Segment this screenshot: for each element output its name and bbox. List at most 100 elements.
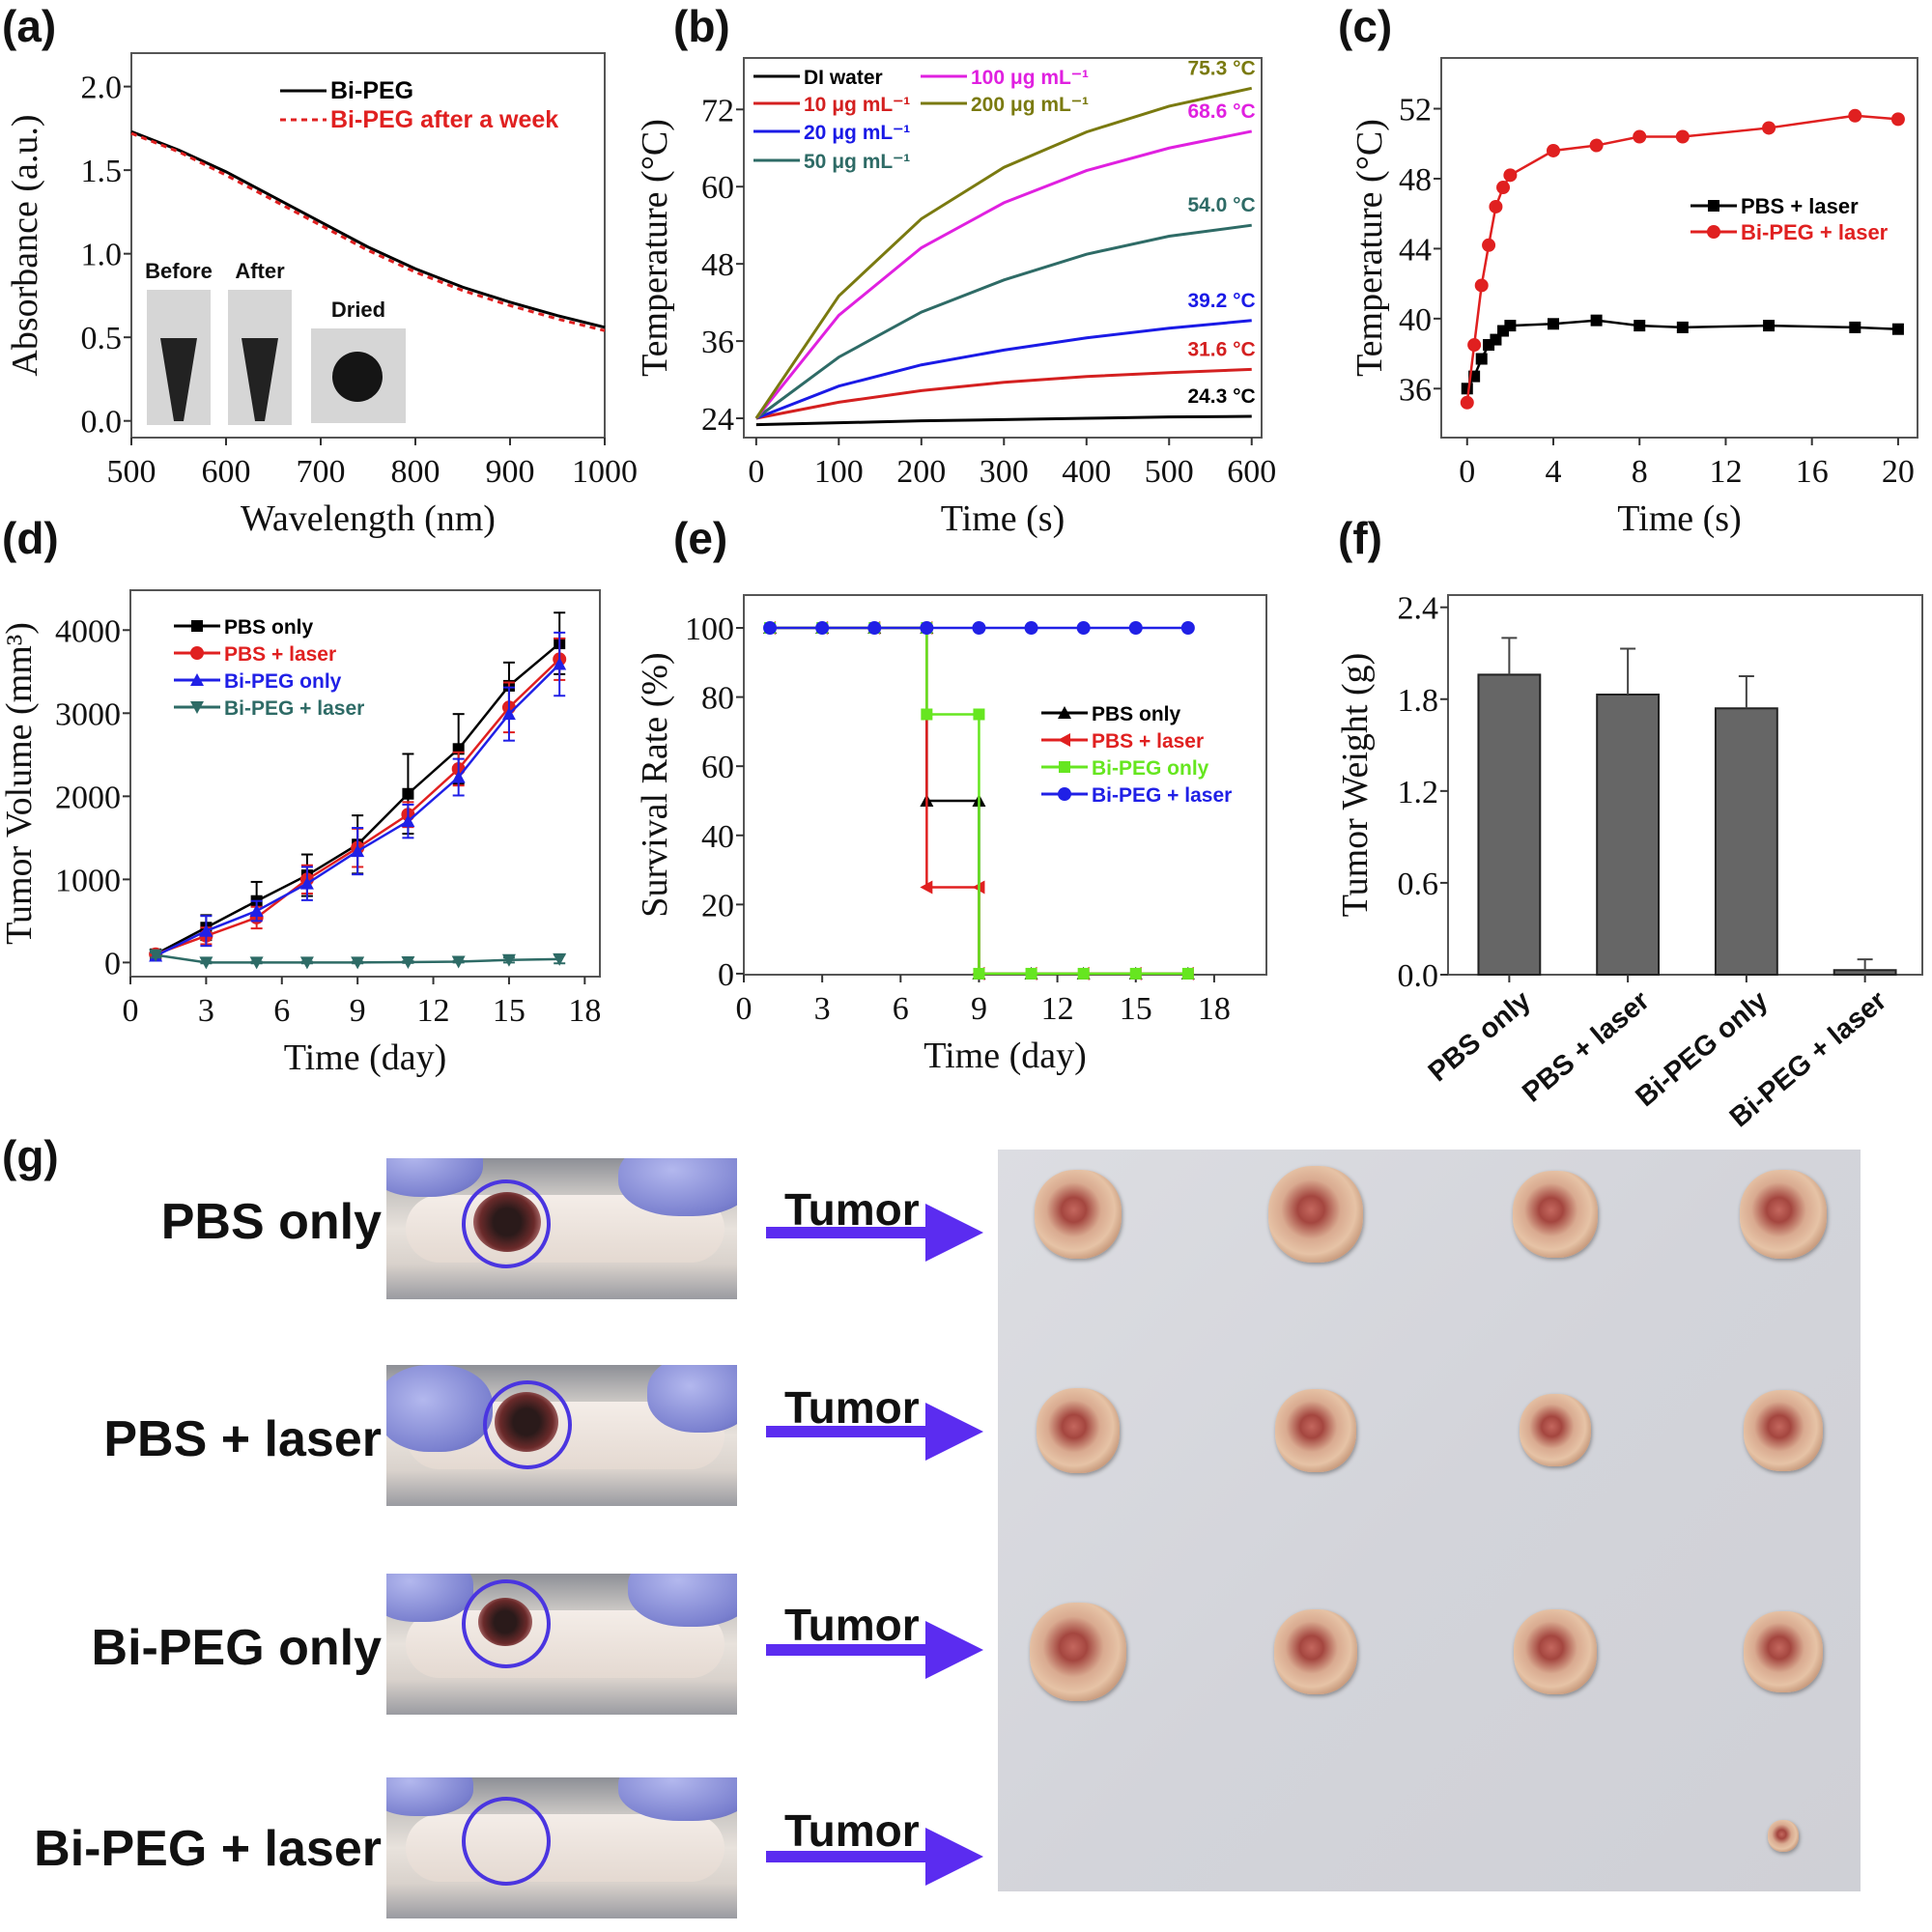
marker-triangle-down (249, 956, 264, 970)
legend-label: 200 μg mL⁻¹ (971, 94, 1089, 116)
arrow-label: Tumor (784, 1600, 920, 1650)
marker-triangle-up (351, 844, 365, 858)
marker-square (1548, 318, 1559, 330)
excised-tumor (1520, 1394, 1591, 1467)
chart-panel-a: 0.0 0.5 1.0 1.5 2.0 500 600 700 800 900 1000 Wavele… (5, 52, 638, 539)
plot-frame (1440, 57, 1918, 439)
marker-circle (763, 621, 778, 636)
glove (628, 1574, 737, 1627)
marker-triangle-left (920, 880, 933, 895)
y-tick-label: 1000 (55, 863, 121, 898)
marker-square (1059, 761, 1070, 773)
marker-triangle-up (190, 673, 204, 686)
series-pbs-only (150, 611, 566, 960)
marker-circle (1848, 108, 1862, 123)
marker-square (973, 708, 985, 721)
excised-tumor (1514, 1609, 1597, 1694)
marker-circle (1633, 129, 1647, 144)
x-axis-title: Time (day) (284, 1037, 447, 1078)
y-tick-label: 3000 (55, 696, 121, 732)
end-value-label: 31.6 °C (1187, 338, 1255, 360)
legend-label: Bi-PEG + laser (1741, 220, 1889, 244)
excised-tumor (1744, 1611, 1823, 1692)
arrow-right-icon (766, 1828, 988, 1886)
series-line (755, 414, 1252, 427)
marker-square (973, 967, 985, 980)
marker-triangle-up (1058, 706, 1071, 719)
vial-liquid (242, 338, 278, 421)
x-tick-label: 0 (1459, 454, 1475, 490)
excised-tumor (1768, 1820, 1799, 1852)
x-tick-label: 9 (350, 993, 366, 1029)
marker-triangle-down (351, 956, 365, 970)
end-value-label: 68.6 °C (1187, 100, 1255, 123)
marker-square (921, 708, 933, 721)
marker-square (1708, 200, 1719, 212)
x-tick-label: 8 (1632, 454, 1648, 490)
marker-square (1504, 320, 1517, 332)
y-axis-title: Survival Rate (%) (635, 652, 675, 917)
series-line (755, 367, 1252, 420)
excised-tumor (1268, 1166, 1363, 1263)
marker-square (1490, 333, 1502, 346)
x-tick-label: 600 (202, 454, 251, 490)
x-tick-label: 400 (1062, 454, 1111, 490)
x-axis-title: Time (s) (941, 498, 1065, 539)
x-tick-label: 700 (297, 454, 346, 490)
x-tick-label: 12 (1709, 454, 1742, 490)
tumor-ring (483, 1380, 572, 1469)
series-line (155, 642, 560, 955)
chart-panel-e: 0 20 40 60 80 100 0 3 6 9 12 15 18 Time (day) Survival… (635, 594, 1267, 1076)
x-tick-label: 18 (568, 993, 601, 1029)
x-tick-label: 3 (198, 993, 214, 1029)
end-value-label: 75.3 °C (1187, 57, 1255, 79)
y-tick-label: 40 (701, 819, 734, 855)
y-tick-label: 36 (701, 325, 734, 360)
marker-triangle-up (299, 876, 314, 890)
series-20-g-ml-: 39.2 °C (755, 290, 1256, 420)
glove (386, 1158, 483, 1197)
marker-circle (1076, 621, 1091, 636)
series-line (754, 129, 1253, 419)
y-tick-label: 2.4 (1398, 591, 1439, 627)
tumor-ring (462, 1579, 551, 1668)
y-tick-label: 60 (701, 170, 734, 206)
y-axis-title: Temperature (°C) (635, 119, 675, 377)
vial-liquid (160, 338, 197, 421)
marker-triangle-down (553, 952, 567, 966)
y-axis-title: Temperature (°C) (1350, 119, 1390, 377)
y-tick-label: 52 (1399, 93, 1432, 128)
series-line (755, 319, 1252, 420)
marker-triangle-up (199, 923, 213, 937)
legend: PBS only PBS + laser Bi-PEG only Bi-PEG + l… (174, 616, 364, 720)
row-label-pbs-only: PBS only (160, 1194, 382, 1250)
x-tick-label: 600 (1227, 454, 1276, 490)
panel-label-g: (g) (2, 1131, 59, 1181)
series-bi-peg (130, 129, 606, 329)
arrow-label: Tumor (784, 1184, 920, 1235)
end-value-label: 54.0 °C (1187, 194, 1255, 216)
x-tick-label: 200 (896, 454, 946, 490)
marker-circle (1547, 143, 1560, 157)
series-200-g-ml-: 75.3 °C (754, 57, 1256, 419)
series-bi-peg-after-a-week (130, 131, 606, 332)
legend-label: Bi-PEG + laser (1092, 784, 1232, 807)
panel-label-d: (d) (2, 513, 59, 563)
marker-circle (1024, 621, 1038, 636)
x-tick-label: 500 (107, 454, 156, 490)
excised-tumor (1744, 1390, 1823, 1471)
plot-frame (129, 589, 601, 978)
legend: PBS only PBS + laser Bi-PEG only Bi-PEG + l… (1041, 703, 1232, 807)
marker-triangle-down (149, 949, 163, 962)
marker-triangle-up (451, 770, 466, 783)
series-di-water: 24.3 °C (755, 385, 1256, 427)
legend: DI water 10 μg mL⁻¹ 20 μg mL⁻¹ 50 μg mL⁻¹ 10… (753, 67, 1089, 173)
y-tick-label: 1.2 (1398, 775, 1439, 810)
y-tick-label: 48 (1399, 162, 1432, 198)
tumor-ring (462, 1179, 551, 1268)
marker-square (1181, 967, 1194, 980)
x-axis-title: Wavelength (nm) (241, 498, 496, 539)
panel-label-b: (b) (673, 1, 730, 51)
